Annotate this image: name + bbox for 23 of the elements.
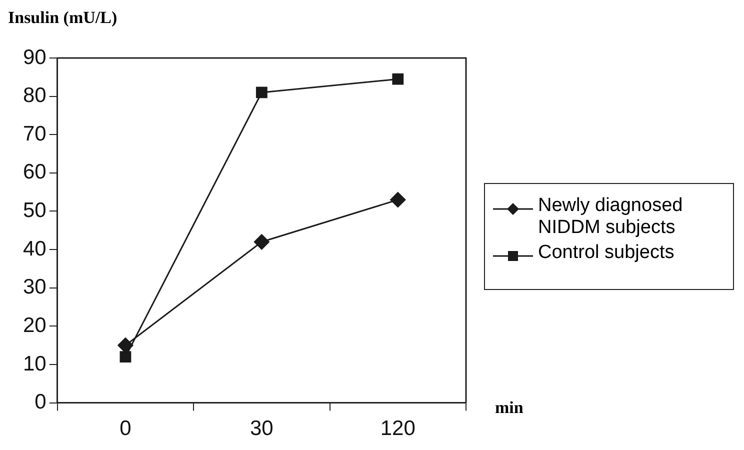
y-tick-label: 80 (23, 84, 46, 108)
y-tick-label: 30 (23, 276, 46, 299)
y-tick-label: 70 (23, 122, 46, 146)
point (120, 351, 132, 363)
x-tick-label: 0 (120, 417, 132, 440)
y-axis-title: Insulin (mU/L) (8, 8, 118, 28)
point (390, 192, 406, 208)
y-tick-label: 20 (23, 314, 46, 337)
x-axis-title: min (495, 398, 524, 418)
point (118, 338, 134, 354)
y-tick-label: 50 (23, 199, 46, 222)
point (254, 234, 270, 250)
y-tick-label: 90 (23, 46, 46, 69)
x-tick-label: 120 (380, 417, 416, 440)
y-tick-label: 10 (23, 352, 46, 376)
y-tick-label: 0 (34, 390, 46, 414)
legend-label: Control subjects (538, 242, 674, 264)
point (256, 86, 268, 98)
y-tick-label: 60 (23, 160, 46, 184)
point (392, 73, 404, 85)
legend-label: Newly diagnosed NIDDM subjects (538, 195, 684, 239)
y-tick-label: 40 (23, 237, 46, 260)
x-tick-label: 30 (250, 417, 274, 440)
